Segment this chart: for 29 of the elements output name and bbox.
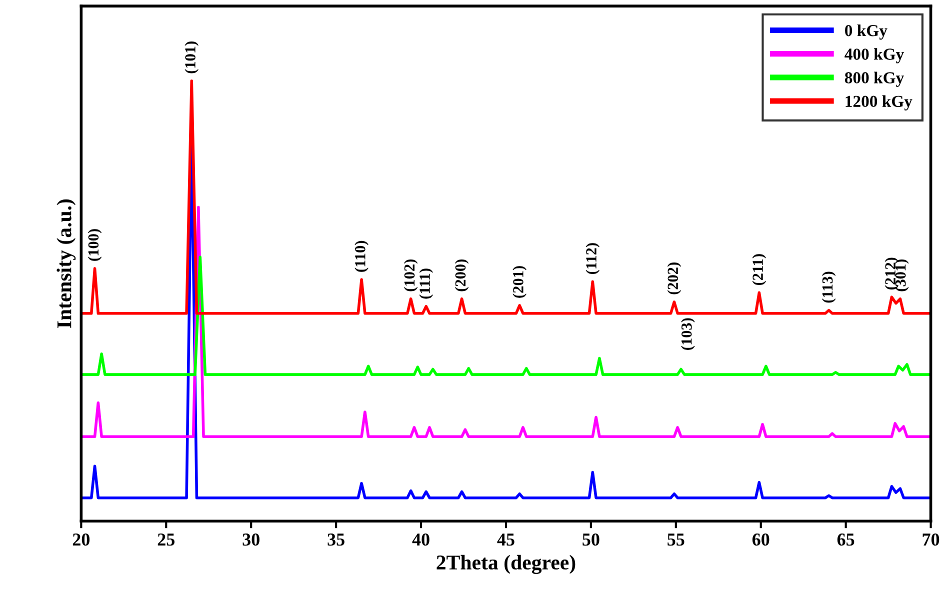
x-tick-label: 20	[72, 533, 90, 546]
annotation: (112)	[586, 243, 600, 274]
legend-label: 0 kGy	[845, 24, 888, 40]
y-axis-title: Intensity (a.u.)	[56, 199, 76, 328]
annotation: (110)	[354, 240, 368, 272]
x-tick-label: 35	[328, 534, 344, 546]
x-tick-label: 60	[752, 533, 770, 546]
legend-label: 400 kGy	[844, 48, 904, 64]
annotation: (102)	[404, 259, 418, 292]
annotation: (211)	[752, 254, 766, 286]
annotation: (113)	[822, 272, 836, 303]
x-tick-label: 50	[582, 533, 600, 546]
x-axis-title: 2Theta (degree)	[436, 554, 576, 574]
x-tick-label: 55	[668, 534, 684, 546]
annotation: (101)	[184, 42, 199, 74]
annotation: (100)	[88, 229, 102, 261]
legend-label: 800 kGy	[844, 72, 904, 87]
x-tick-label: 65	[837, 534, 854, 546]
annotation: (103)	[681, 318, 695, 350]
annotation: (202)	[667, 262, 682, 294]
annotation: (200)	[454, 259, 469, 292]
x-tick-label: 45	[497, 534, 514, 546]
annotation: (201)	[512, 266, 527, 298]
x-tick-label: 70	[922, 533, 940, 546]
x-tick-label: 25	[158, 534, 175, 546]
legend-label: 1200 kGy	[846, 95, 912, 110]
x-tick-label: 40	[412, 533, 430, 546]
annotation: (111)	[419, 268, 434, 299]
x-tick-label: 30	[242, 533, 260, 546]
